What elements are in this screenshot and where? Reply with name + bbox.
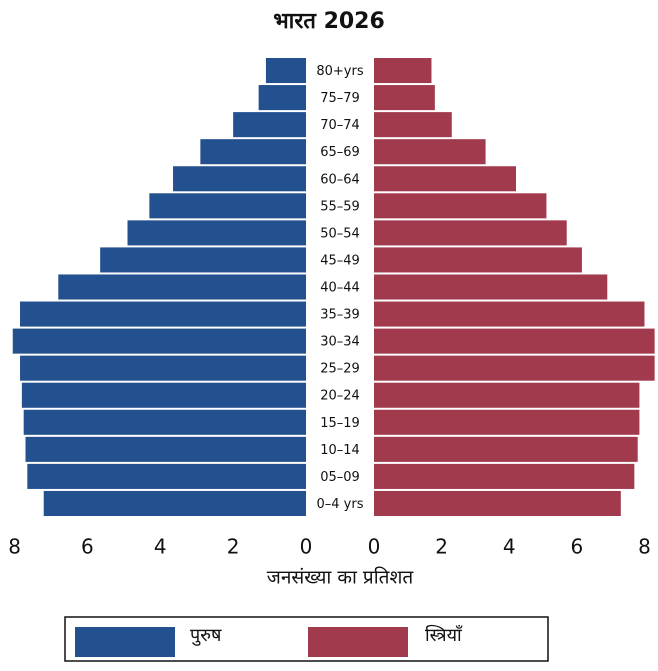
female-bar [374,193,547,219]
age-label: 45–49 [320,253,360,268]
x-tick-label: 6 [570,535,583,559]
age-label: 25–29 [320,362,360,377]
male-bar [20,355,307,381]
age-label: 35–39 [320,308,360,323]
female-bar [374,85,435,111]
male-bar [12,328,306,354]
female-bar [374,274,608,300]
male-bar [258,85,306,111]
female-bar [374,58,432,84]
male-bar [233,112,306,138]
x-tick-label: 4 [154,535,167,559]
male-bar [25,436,306,462]
age-label: 40–44 [320,281,360,296]
x-tick-label: 2 [435,535,448,559]
age-label: 05–09 [320,470,360,485]
female-bar [374,112,452,138]
x-tick-label: 0 [368,535,381,559]
male-bar [100,247,306,273]
age-label: 55–59 [320,199,360,214]
age-label: 80+yrs [316,64,363,79]
x-tick-label: 2 [227,535,240,559]
male-bar [200,139,306,165]
x-axis-label: जनसंख्या का प्रतिशत [267,566,415,589]
female-bar [374,220,567,246]
male-bar [23,409,307,435]
legend-swatch [75,627,175,657]
age-label: 75–79 [320,91,360,106]
male-bar [20,301,307,327]
age-label: 30–34 [320,335,360,350]
age-label: 0–4 yrs [317,497,364,512]
age-label: 50–54 [320,226,360,241]
male-bar [43,490,306,516]
age-label: 15–19 [320,416,360,431]
female-bar [374,139,486,165]
male-bar [149,193,306,219]
chart-title: भारत 2026 [273,9,385,34]
legend-box [64,616,549,662]
female-bar [374,409,640,435]
female-bar [374,355,655,381]
male-bar [27,463,306,489]
age-label: 20–24 [320,389,360,404]
female-bar [374,301,645,327]
female-bar [374,328,655,354]
x-tick-label: 4 [503,535,516,559]
x-tick-label: 8 [8,535,21,559]
age-label: 10–14 [320,443,360,458]
female-bar [374,382,640,408]
legend-label: स्त्रियाँ [425,624,463,646]
x-tick-label: 0 [300,535,313,559]
legend-swatch [308,627,408,657]
female-bar [374,247,582,273]
female-bar [374,166,516,192]
female-bar [374,463,635,489]
male-bar [21,382,306,408]
legend-label: पुरुष [190,625,222,646]
x-tick-label: 6 [81,535,94,559]
male-bar [265,58,306,84]
female-bar [374,436,638,462]
female-bar [374,490,621,516]
age-label: 60–64 [320,172,360,187]
age-label: 70–74 [320,118,360,133]
age-label: 65–69 [320,145,360,160]
x-tick-label: 8 [638,535,651,559]
male-bar [173,166,306,192]
male-bar [58,274,307,300]
male-bar [127,220,306,246]
